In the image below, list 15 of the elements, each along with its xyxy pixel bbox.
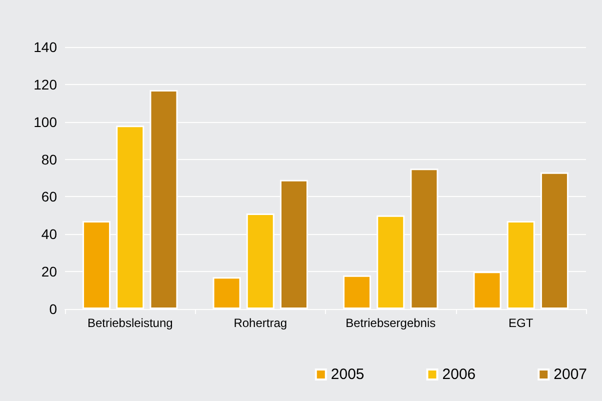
y-tick-label: 20 <box>41 264 58 280</box>
x-tick-label: Betriebsleistung <box>87 316 173 330</box>
y-tick-label: 100 <box>34 114 58 130</box>
legend-label: 2007 <box>554 366 588 383</box>
x-tick-label: EGT <box>508 316 534 330</box>
x-tick-label: Betriebsergebnis <box>346 316 436 330</box>
y-tick-label: 80 <box>41 151 58 168</box>
y-tick-label: 0 <box>49 301 58 317</box>
y-tick-label: 60 <box>41 188 58 205</box>
y-tick-label: 120 <box>34 76 58 92</box>
y-tick-label: 140 <box>34 39 58 55</box>
x-tick-label: Rohertrag <box>234 316 288 330</box>
legend-label: 2005 <box>330 366 364 383</box>
legend-label: 2006 <box>442 366 476 383</box>
y-tick-label: 40 <box>41 226 58 242</box>
